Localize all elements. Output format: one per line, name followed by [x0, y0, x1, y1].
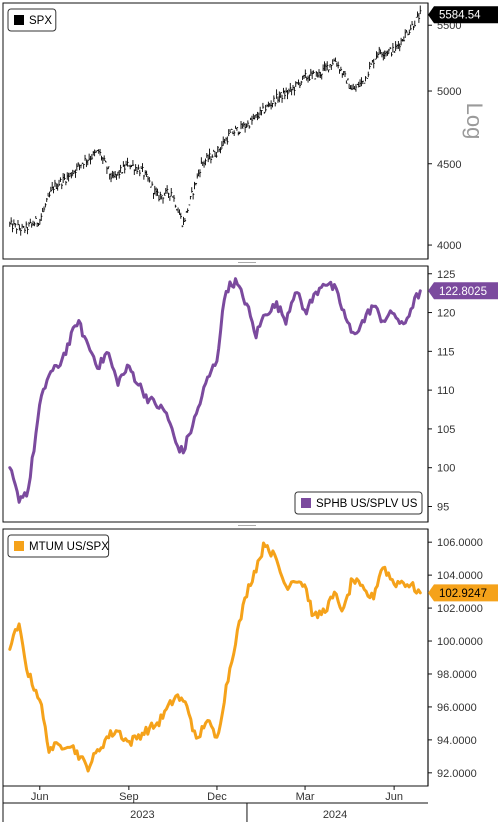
x-year-label: 2024 [323, 809, 347, 821]
series-line [8, 541, 422, 773]
x-axis: Jun Sep Dec Mar Jun 2023 2024 [2, 786, 428, 822]
last-value-badge [428, 6, 498, 24]
y-tick-label: 104.0000 [437, 570, 483, 582]
y-tick-label: 106.0000 [437, 537, 483, 549]
y-tick-label: 125 [437, 269, 455, 281]
legend-label: MTUM US/SPX [29, 541, 109, 553]
y-tick-label: 115 [437, 346, 455, 358]
last-value-label: 122.8025 [439, 286, 487, 298]
y-tick-label: 110 [437, 385, 455, 397]
legend-swatch [301, 498, 311, 508]
legend-box [294, 491, 423, 515]
legend: SPX [7, 8, 57, 32]
x-tick-label: Sep [119, 791, 139, 803]
legend-swatch [14, 15, 24, 25]
legend-label: SPX [29, 15, 52, 27]
legend-swatch [14, 541, 24, 551]
y-tick-label: 92.0000 [437, 768, 477, 780]
legend: SPHB US/SPLV US [294, 491, 423, 515]
y-tick-label: 96.0000 [437, 702, 477, 714]
y-tick-label: 105 [437, 424, 455, 436]
y-tick-label: 5000 [437, 86, 461, 98]
x-tick-label: Jun [31, 791, 49, 803]
x-tick-label: Jun [385, 791, 403, 803]
series-line [8, 277, 422, 504]
legend-box [7, 8, 57, 32]
scale-label: Log [462, 103, 487, 140]
y-tick-label: 5500 [437, 20, 461, 32]
y-tick-label: 4500 [437, 159, 461, 171]
panel-2: 95 100 105 110 115 120 125 122.8025 SPHB US/SPLV… [2, 265, 498, 526]
y-tick-label: 95 [437, 501, 449, 513]
legend-label: SPHB US/SPLV US [316, 498, 418, 510]
last-value-label: 102.9247 [439, 588, 487, 600]
panel-3: 92.0000 94.0000 96.0000 98.0000 100.0000 102.… [2, 528, 498, 787]
legend-box [7, 534, 110, 558]
last-value-badge [428, 282, 498, 300]
y-tick-label: 120 [437, 308, 455, 320]
y-tick-label: 98.0000 [437, 669, 477, 681]
y-tick-label: 102.0000 [437, 603, 483, 615]
legend: MTUM US/SPX [7, 534, 110, 558]
x-year-label: 2023 [130, 809, 154, 821]
last-value-label: 5584.54 [439, 10, 481, 22]
y-tick-label: 94.0000 [437, 735, 477, 747]
y-tick-label: 100.0000 [437, 636, 483, 648]
y-tick-label: 4000 [437, 240, 461, 252]
x-tick-label: Mar [296, 791, 315, 803]
y-tick-label: 100 [437, 463, 455, 475]
x-tick-label: Dec [207, 791, 227, 803]
last-value-badge [428, 584, 498, 602]
